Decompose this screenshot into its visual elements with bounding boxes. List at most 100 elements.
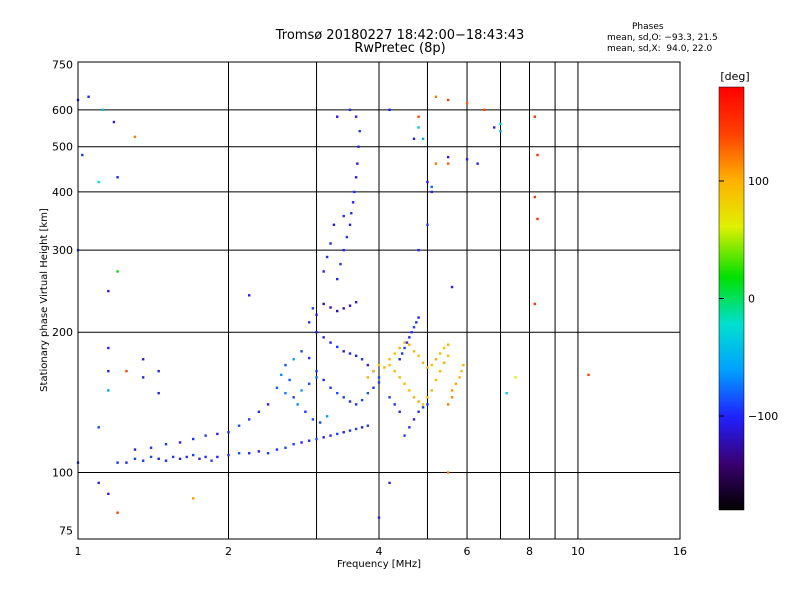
data-point (307, 356, 311, 360)
data-point (345, 235, 349, 239)
data-point (533, 195, 537, 199)
data-point (366, 376, 370, 379)
data-point (112, 120, 116, 124)
data-point (157, 391, 160, 395)
x-tick-label: 1 (75, 545, 82, 558)
data-point (107, 346, 110, 350)
data-point (311, 307, 315, 310)
data-point (307, 439, 311, 442)
y-tick-label: 750 (52, 59, 73, 72)
data-point (348, 429, 352, 432)
data-point (430, 389, 433, 392)
data-point (499, 129, 502, 133)
y-tick-label: 75 (59, 525, 73, 538)
data-point (434, 378, 438, 382)
colorbar-unit: [deg] (720, 70, 749, 83)
y-tick-label: 100 (52, 467, 73, 480)
data-point (315, 369, 318, 373)
data-point (372, 369, 375, 373)
data-point (372, 386, 375, 389)
data-point (311, 418, 315, 421)
data-point (133, 448, 137, 451)
data-point (358, 129, 361, 133)
data-point (357, 145, 360, 148)
data-point (107, 492, 110, 496)
data-point (342, 350, 345, 353)
data-point (417, 316, 420, 319)
data-point (336, 345, 339, 349)
data-point (322, 302, 325, 306)
data-point (421, 361, 425, 364)
data-point (460, 369, 463, 373)
data-point (388, 358, 391, 361)
data-point (354, 300, 358, 304)
data-point (442, 346, 446, 350)
data-point (417, 410, 420, 413)
data-point (348, 108, 352, 112)
colorbar-ticks: 100 0 −100 (719, 175, 778, 423)
data-point (227, 431, 230, 434)
colorbar-tick-label: 0 (748, 293, 755, 306)
data-point (356, 162, 359, 165)
data-point (408, 426, 411, 429)
data-point (454, 382, 458, 386)
data-point (403, 346, 406, 350)
data-point (434, 162, 438, 165)
data-point (442, 361, 446, 364)
data-point (247, 294, 251, 297)
x-tick-label: 4 (376, 545, 383, 558)
data-point (398, 346, 401, 350)
data-point (408, 343, 411, 346)
data-point (398, 410, 401, 413)
data-point (388, 108, 391, 112)
data-point (412, 326, 416, 329)
data-point (426, 180, 429, 184)
data-point (292, 443, 295, 446)
data-point (322, 336, 325, 339)
data-point (465, 102, 469, 105)
data-point (398, 376, 401, 379)
data-point (415, 321, 418, 324)
y-tick-label: 300 (52, 244, 73, 257)
data-point (450, 389, 454, 392)
data-point (493, 126, 496, 129)
chart-subtitle: RwPretec (8p) (354, 41, 446, 56)
data-point (266, 452, 270, 455)
data-point (430, 363, 433, 367)
data-point (322, 436, 325, 439)
data-point (192, 453, 195, 457)
data-point (412, 350, 416, 353)
data-point (450, 396, 454, 399)
data-point (329, 306, 332, 309)
data-point (421, 137, 425, 141)
data-point (300, 350, 303, 353)
data-point (446, 155, 450, 159)
data-point (360, 358, 364, 361)
data-point (329, 242, 332, 245)
data-point (266, 403, 270, 406)
data-point (354, 115, 358, 118)
data-point (275, 386, 279, 389)
y-tick-label: 200 (52, 326, 73, 339)
data-point (133, 457, 137, 461)
data-point (116, 270, 119, 273)
data-point (97, 481, 100, 485)
data-point (393, 369, 396, 373)
data-point (149, 446, 153, 449)
data-point (354, 176, 358, 179)
data-point (403, 434, 406, 437)
data-point (237, 424, 241, 427)
data-point (377, 516, 381, 519)
data-point (192, 497, 195, 500)
data-point (388, 481, 391, 485)
y-axis-label: Stationary phase Virtual Height [km] (39, 208, 50, 392)
data-point (360, 398, 364, 402)
data-point (107, 389, 110, 392)
data-point (412, 396, 416, 399)
data-point (257, 410, 261, 413)
data-point (204, 455, 207, 459)
data-point (304, 410, 307, 413)
data-point (426, 396, 429, 399)
data-point (141, 376, 145, 379)
data-point (408, 389, 411, 392)
